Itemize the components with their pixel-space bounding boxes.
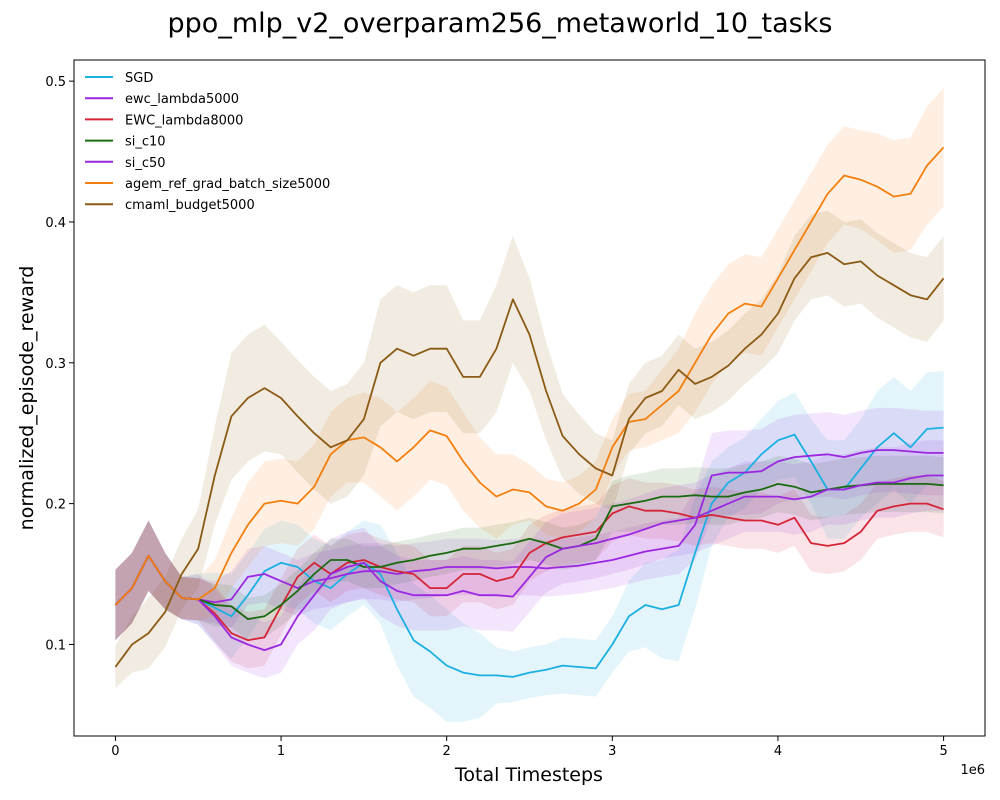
series-line-1 <box>114 426 944 678</box>
confidence-band-2 <box>115 407 944 641</box>
series-line-2 <box>114 449 944 606</box>
y-tick-label: 0.4 <box>45 216 66 231</box>
confidence-bands <box>115 88 944 722</box>
plot-area-frame <box>73 59 986 737</box>
x-tick-label: 0 <box>111 744 119 759</box>
series-line-5 <box>114 474 944 651</box>
legend-label: ewc_lambda5000 <box>125 92 239 107</box>
y-tick-label: 0.1 <box>45 638 66 653</box>
y-axis-ticks: 0.1 0.2 0.3 0.4 0.5 <box>45 75 74 653</box>
y-axis-label: normalized_episode_reward <box>16 266 38 531</box>
series-line-7 <box>114 251 945 668</box>
x-tick-label: 3 <box>608 744 616 759</box>
confidence-band-6 <box>115 88 944 641</box>
confidence-band-3 <box>115 475 944 669</box>
legend: SGD ewc_lambda5000 EWC_lambda8000 si_c10 si_… <box>85 71 330 213</box>
confidence-band-7 <box>115 210 944 689</box>
y-tick-label: 0.5 <box>45 75 66 90</box>
legend-label: SGD <box>125 71 153 86</box>
confidence-band-4 <box>115 455 944 641</box>
y-tick-label: 0.3 <box>45 357 66 372</box>
confidence-band-1 <box>115 371 944 722</box>
legend-label: cmaml_budget5000 <box>125 198 255 213</box>
legend-label: EWC_lambda8000 <box>125 113 243 128</box>
x-tick-label: 5 <box>939 744 947 759</box>
series-line-6 <box>114 146 945 606</box>
x-axis-ticks: 0 1 2 3 4 5 <box>111 736 948 759</box>
series-lines <box>114 146 945 678</box>
series-line-3 <box>114 502 944 642</box>
legend-label: agem_ref_grad_batch_size5000 <box>125 177 330 192</box>
legend-label: si_c50 <box>125 156 166 171</box>
series-line-4 <box>114 482 944 620</box>
x-axis-label: Total Timesteps <box>454 764 603 786</box>
chart-title: ppo_mlp_v2_overparam256_metaworld_10_tas… <box>168 8 833 39</box>
x-tick-label: 2 <box>443 744 451 759</box>
legend-label: si_c10 <box>125 135 166 150</box>
x-tick-label: 1 <box>277 744 285 759</box>
x-tick-label: 4 <box>774 744 782 759</box>
y-tick-label: 0.2 <box>45 498 66 513</box>
x-axis-offset-label: 1e6 <box>960 763 985 778</box>
